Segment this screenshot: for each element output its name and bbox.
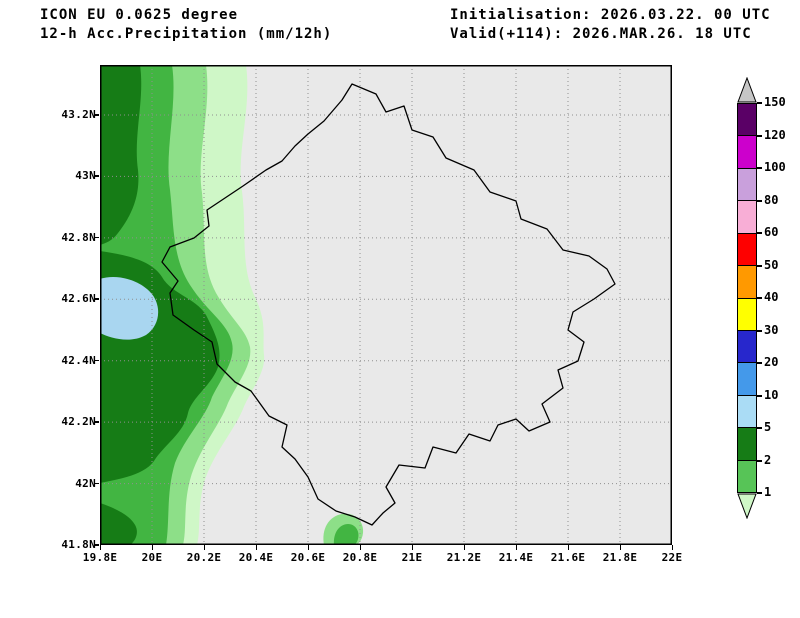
colorbar-cell <box>738 362 756 395</box>
colorbar-cell <box>738 232 756 266</box>
tick-mark <box>757 297 762 299</box>
y-tick-label: 42.6N <box>61 292 96 306</box>
y-tick-label: 43.2N <box>61 108 96 121</box>
tick-mark <box>94 114 99 116</box>
plot-frame <box>100 65 672 545</box>
tick-mark <box>757 134 762 137</box>
colorbar-label: 100 <box>764 160 786 174</box>
colorbar-label: 2 <box>764 452 772 467</box>
colorbar-label: 5 <box>764 420 772 434</box>
model-title: ICON EU 0.0625 degree <box>40 7 239 23</box>
y-tick-label: 41.8N <box>61 538 96 551</box>
colorbar-label: 30 <box>764 322 779 337</box>
tick-mark <box>567 545 569 550</box>
kosovo-border <box>161 83 616 526</box>
x-tick-label: 20.4E <box>238 551 274 564</box>
x-tick-label: 21E <box>401 551 423 564</box>
colorbar-cell <box>738 394 756 428</box>
colorbar-cell <box>738 167 756 201</box>
tick-mark <box>757 427 762 429</box>
tick-mark <box>94 298 99 300</box>
colorbar-label: 10 <box>764 387 779 402</box>
initialisation-time: Initialisation: 2026.03.22. 00 UTC <box>450 7 771 23</box>
x-tick-label: 22E <box>661 551 683 564</box>
product-title: 12-h Acc.Precipitation (mm/12h) <box>40 26 333 42</box>
colorbar-cell <box>738 297 756 330</box>
x-tick-label: 20E <box>141 551 163 564</box>
y-tick-label: 43N <box>75 169 96 183</box>
tick-mark <box>515 545 517 550</box>
map-plot <box>100 65 672 545</box>
x-tick-label: 21.2E <box>446 551 482 564</box>
colorbar <box>737 103 757 493</box>
tick-mark <box>94 359 99 362</box>
precip-blue-core <box>100 277 159 340</box>
colorbar-cell <box>738 104 756 136</box>
colorbar-cell <box>738 459 756 493</box>
colorbar-label: 50 <box>764 257 779 272</box>
precip-band-4-north <box>100 65 142 245</box>
colorbar-label: 60 <box>764 225 779 239</box>
tick-mark <box>757 492 762 494</box>
tick-mark <box>203 545 205 550</box>
tick-mark <box>94 482 99 485</box>
tick-mark <box>359 545 361 550</box>
y-tick-label: 42.4N <box>61 353 96 367</box>
colorbar-bottom-arrow <box>737 493 757 519</box>
colorbar-label: 20 <box>764 355 779 369</box>
tick-mark <box>757 329 762 332</box>
x-tick-label: 21.4E <box>498 551 534 564</box>
colorbar-cell <box>738 329 756 363</box>
y-tick-label: 42N <box>75 476 96 490</box>
tick-mark <box>463 545 465 550</box>
colorbar-label: 150 <box>764 95 786 109</box>
x-tick-label: 20.2E <box>186 551 222 564</box>
colorbar-cell <box>738 265 756 298</box>
colorbar-label: 1 <box>764 485 772 499</box>
precip-band-4-south <box>100 503 137 545</box>
tick-mark <box>307 545 309 550</box>
tick-mark <box>757 102 762 104</box>
tick-mark <box>757 199 762 202</box>
tick-mark <box>151 545 153 550</box>
tick-mark <box>757 232 762 234</box>
colorbar-label: 80 <box>764 192 779 207</box>
tick-mark <box>94 175 99 177</box>
colorbar-label: 40 <box>764 290 779 304</box>
grid-lines <box>100 65 672 545</box>
tick-mark <box>757 362 762 364</box>
colorbar-cell <box>738 135 756 168</box>
colorbar-cell <box>738 200 756 233</box>
tick-mark <box>99 545 101 550</box>
x-tick-label: 20.8E <box>342 551 378 564</box>
colorbar-top-arrow <box>737 77 757 103</box>
x-tick-label: 19.8E <box>82 551 118 564</box>
valid-time: Valid(+114): 2026.MAR.26. 18 UTC <box>450 26 752 42</box>
tick-mark <box>255 545 257 550</box>
colorbar-cell <box>738 427 756 460</box>
tick-mark <box>757 167 762 169</box>
x-tick-label: 20.6E <box>290 551 326 564</box>
y-tick-label: 42.8N <box>61 230 96 244</box>
x-tick-label: 21.6E <box>550 551 586 564</box>
tick-mark <box>757 264 762 267</box>
tick-mark <box>757 459 762 462</box>
colorbar-label: 120 <box>764 127 786 142</box>
tick-mark <box>94 544 99 546</box>
x-tick-label: 21.8E <box>602 551 638 564</box>
tick-mark <box>411 545 413 550</box>
y-tick-label: 42.2N <box>61 415 96 429</box>
precip-south-blob-core <box>333 524 359 545</box>
tick-mark <box>671 545 673 550</box>
tick-mark <box>757 394 762 397</box>
tick-mark <box>619 545 621 550</box>
tick-mark <box>94 421 99 423</box>
tick-mark <box>94 236 99 239</box>
